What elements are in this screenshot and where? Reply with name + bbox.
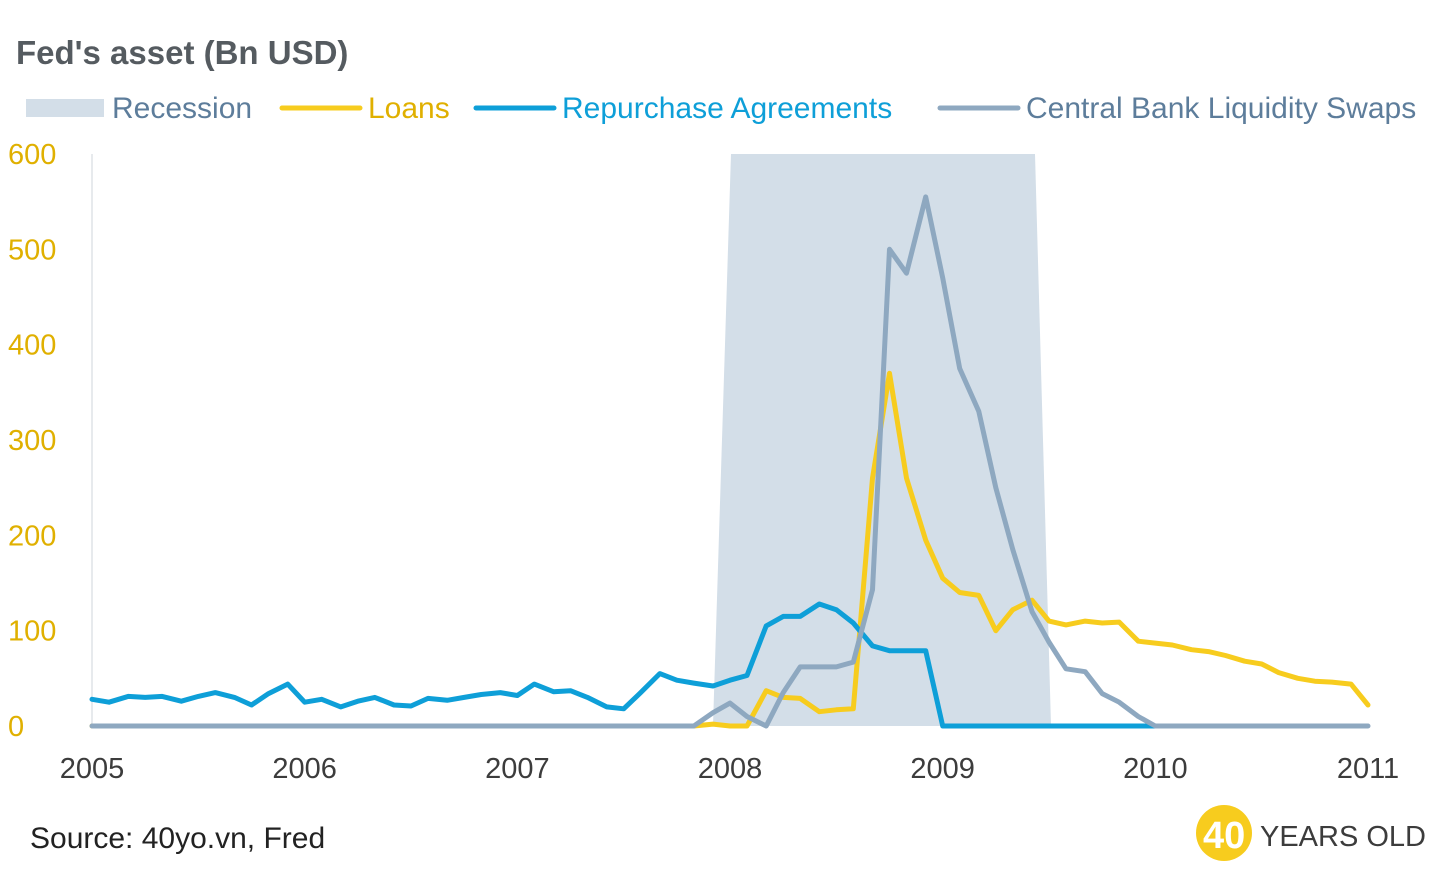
legend-label: Loans [368, 92, 450, 125]
y-tick-label: 600 [8, 139, 56, 171]
x-tick-label: 2010 [1123, 753, 1188, 785]
x-tick-label: 2008 [698, 753, 763, 785]
logo-circle [1196, 805, 1252, 861]
y-tick-label: 400 [8, 330, 56, 362]
series-lines [89, 194, 1371, 729]
source-note: Source: 40yo.vn, Fred [30, 822, 325, 855]
x-tick-label: 2009 [910, 753, 975, 785]
legend-label: Recession [112, 92, 252, 125]
chart-title: Fed's asset (Bn USD) [16, 34, 348, 71]
y-tick-label: 100 [8, 616, 56, 648]
legend: Recession Loans Repurchase Agreements Centr… [26, 92, 1416, 125]
y-axis-ticks: 0 100 200 300 400 500 600 [8, 139, 56, 743]
legend-label: Repurchase Agreements [562, 92, 892, 125]
logo: 40 YEARS OLD [1196, 805, 1426, 861]
legend-swatch [26, 99, 104, 117]
legend-item-recession: Recession [26, 92, 252, 125]
legend-item-central-bank-liquidity-swaps: Central Bank Liquidity Swaps [937, 92, 1416, 125]
logo-number: 40 [1203, 815, 1245, 857]
x-tick-label: 2011 [1337, 753, 1399, 785]
legend-label: Central Bank Liquidity Swaps [1026, 92, 1416, 125]
x-tick-label: 2007 [485, 753, 550, 785]
x-tick-label: 2006 [272, 753, 337, 785]
x-tick-label: 2005 [60, 753, 125, 785]
y-tick-label: 300 [8, 425, 56, 457]
plot-area: 0 100 200 300 400 500 600 2005 2006 2007 2008 2009… [8, 139, 1399, 785]
logo-text: YEARS OLD [1260, 821, 1426, 853]
legend-item-loans: Loans [279, 92, 450, 125]
y-tick-label: 500 [8, 234, 56, 266]
x-axis-ticks: 2005 2006 2007 2008 2009 2010 2011 [60, 753, 1399, 785]
y-tick-label: 0 [8, 711, 24, 743]
legend-item-repurchase-agreements: Repurchase Agreements [473, 92, 892, 125]
y-tick-label: 200 [8, 520, 56, 552]
